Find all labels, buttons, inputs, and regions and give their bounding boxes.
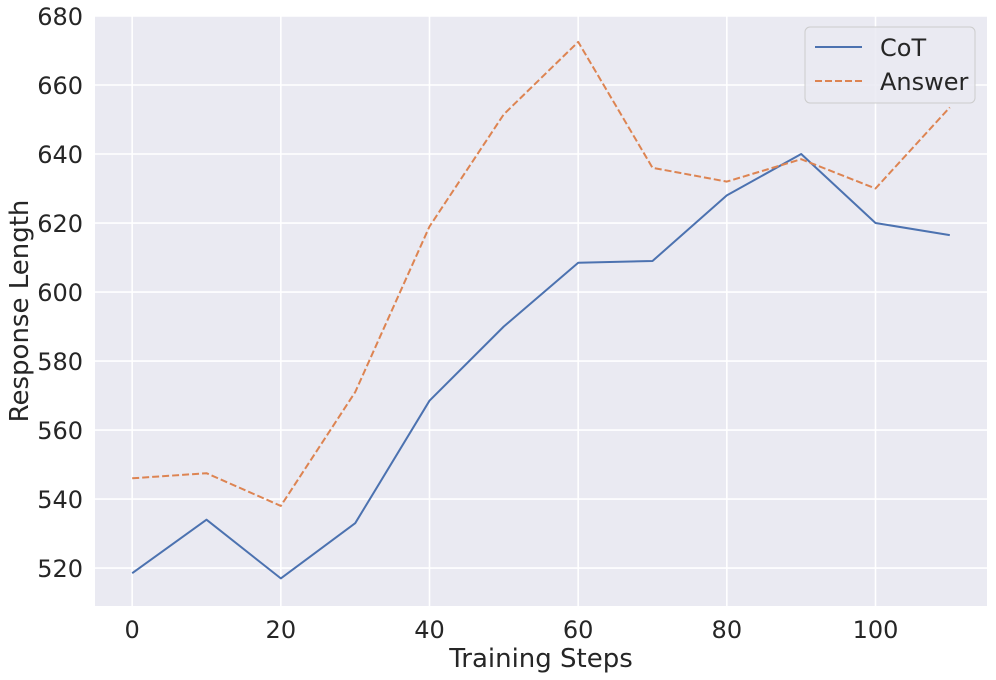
series-line-cot bbox=[131, 153, 950, 580]
legend: CoT Answer bbox=[804, 26, 976, 104]
series-layer bbox=[131, 40, 951, 580]
plot-area bbox=[95, 16, 987, 606]
x-tick-label: 60 bbox=[563, 616, 594, 644]
y-axis-title: Response Length bbox=[5, 200, 35, 423]
y-tick-label: 640 bbox=[37, 141, 83, 169]
y-tick-label: 520 bbox=[37, 555, 83, 583]
y-tick-label: 560 bbox=[37, 417, 83, 445]
series-line-answer bbox=[132, 40, 951, 507]
x-tick-label: 0 bbox=[125, 616, 140, 644]
x-axis-title: Training Steps bbox=[448, 644, 633, 674]
y-tick-label: 540 bbox=[37, 486, 83, 514]
x-tick-label: 80 bbox=[712, 616, 743, 644]
y-tick-label: 600 bbox=[37, 279, 83, 307]
ticks: 0 20 40 60 80 100 520 540 560 580 600 620 640 660 680 bbox=[37, 3, 898, 644]
x-tick-label: 100 bbox=[853, 616, 899, 644]
y-tick-label: 620 bbox=[37, 210, 83, 238]
legend-label-cot: CoT bbox=[880, 34, 926, 62]
x-tick-label: 40 bbox=[414, 616, 445, 644]
y-tick-label: 660 bbox=[37, 72, 83, 100]
legend-label-answer: Answer bbox=[880, 68, 969, 96]
y-tick-label: 680 bbox=[37, 3, 83, 31]
y-tick-label: 580 bbox=[37, 348, 83, 376]
x-tick-label: 20 bbox=[266, 616, 297, 644]
